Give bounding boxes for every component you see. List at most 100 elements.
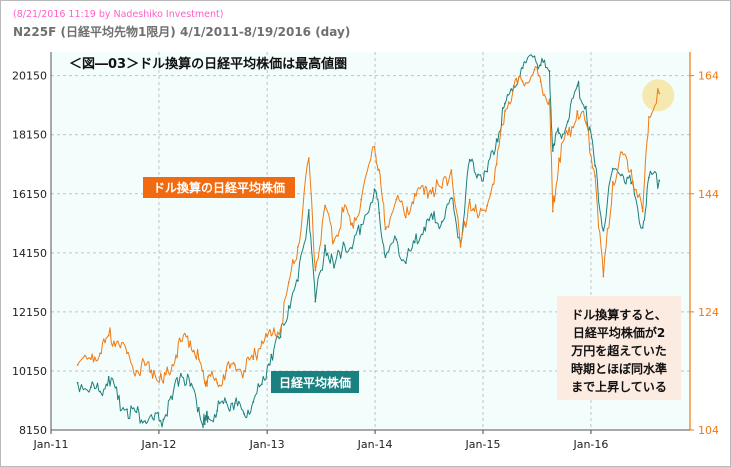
x-tick-label: Jan-15 [465, 438, 501, 451]
data-point [431, 217, 434, 220]
data-point [566, 120, 569, 123]
data-point [324, 204, 327, 207]
data-point [216, 381, 219, 384]
data-point [314, 300, 317, 303]
data-point [468, 158, 471, 161]
y-left-tick-label: 8150 [19, 424, 47, 437]
data-point [630, 182, 633, 185]
data-point [252, 358, 255, 361]
yen-series-label: 日経平均株価 [279, 375, 351, 390]
data-point [135, 370, 138, 372]
y-left-tick-label: 14150 [12, 247, 47, 260]
data-point [270, 334, 273, 337]
data-point [450, 197, 453, 200]
data-point [558, 157, 560, 160]
data-point [116, 340, 119, 343]
data-point [378, 169, 381, 172]
data-point [594, 175, 596, 177]
data-point [521, 67, 524, 70]
data-point [658, 92, 661, 95]
data-point [477, 216, 479, 219]
data-point [551, 150, 554, 152]
data-point [287, 305, 290, 307]
data-point [307, 157, 310, 160]
data-point [495, 163, 498, 166]
data-point [521, 80, 524, 83]
data-point [351, 222, 353, 225]
data-point [630, 169, 633, 172]
data-point [179, 372, 182, 375]
data-point [342, 210, 345, 213]
data-point [171, 398, 174, 400]
data-point [441, 186, 443, 189]
yen-series-label-box [271, 371, 359, 393]
data-point [225, 370, 227, 372]
data-point [107, 334, 110, 337]
data-point [297, 246, 299, 248]
usd-series-label-box [143, 177, 295, 198]
data-point [243, 412, 245, 415]
data-point [324, 244, 327, 247]
y-left-tick-label: 16150 [12, 188, 47, 201]
data-point [585, 105, 587, 108]
x-tick-label: Jan-11 [33, 438, 69, 451]
data-point [351, 247, 353, 250]
data-point [360, 198, 363, 201]
y-right-tick-label: 164 [698, 70, 719, 83]
data-point [76, 364, 79, 366]
data-point [594, 164, 596, 167]
data-point [99, 352, 101, 355]
data-point [171, 364, 174, 366]
data-point [585, 121, 587, 124]
data-point [441, 220, 443, 223]
y-left-tick-label: 10150 [12, 365, 47, 378]
data-point [189, 340, 192, 343]
y-left-tick-label: 12150 [12, 306, 47, 319]
data-point [641, 210, 644, 213]
data-point [207, 375, 209, 378]
y-right-tick-label: 124 [698, 306, 719, 319]
data-point [234, 402, 236, 405]
data-point [225, 401, 227, 403]
data-point [477, 173, 479, 176]
data-point [658, 179, 661, 182]
data-point [307, 209, 310, 211]
data-point [252, 401, 255, 403]
data-point [395, 238, 398, 241]
data-point [314, 269, 317, 272]
data-point [189, 384, 192, 387]
highlight-circle [642, 79, 675, 112]
data-point [162, 381, 165, 384]
data-point [548, 98, 551, 101]
data-point [611, 181, 614, 183]
data-point [126, 408, 128, 411]
data-point [135, 411, 138, 414]
data-point [611, 167, 614, 170]
data-point [503, 110, 506, 112]
callout-box [557, 296, 681, 400]
data-point [90, 358, 92, 361]
data-point [539, 64, 542, 67]
data-point [179, 340, 182, 343]
x-tick-label: Jan-16 [572, 438, 608, 451]
x-tick-label: Jan-12 [140, 438, 176, 451]
data-point [413, 241, 416, 244]
callout-line: ドル換算すると、 [571, 307, 667, 322]
data-point [551, 210, 554, 213]
data-point [216, 409, 219, 412]
data-point [126, 352, 128, 355]
data-point [548, 70, 551, 73]
chart-title: N225F (日経平均先物1限月) 4/1/2011-8/19/2016 (da… [13, 24, 350, 39]
data-point [116, 398, 119, 400]
data-point [333, 240, 335, 242]
data-point [602, 229, 605, 232]
data-point [234, 364, 236, 366]
data-point [107, 375, 110, 378]
y-right-tick-label: 144 [698, 188, 719, 201]
watermark: (8/21/2016 11:19 by Nadeshiko Investment… [13, 9, 223, 20]
data-point [647, 116, 650, 118]
usd-series-label: ドル換算の日経平均株価 [153, 180, 285, 195]
data-point [373, 188, 376, 191]
data-point [378, 212, 381, 214]
